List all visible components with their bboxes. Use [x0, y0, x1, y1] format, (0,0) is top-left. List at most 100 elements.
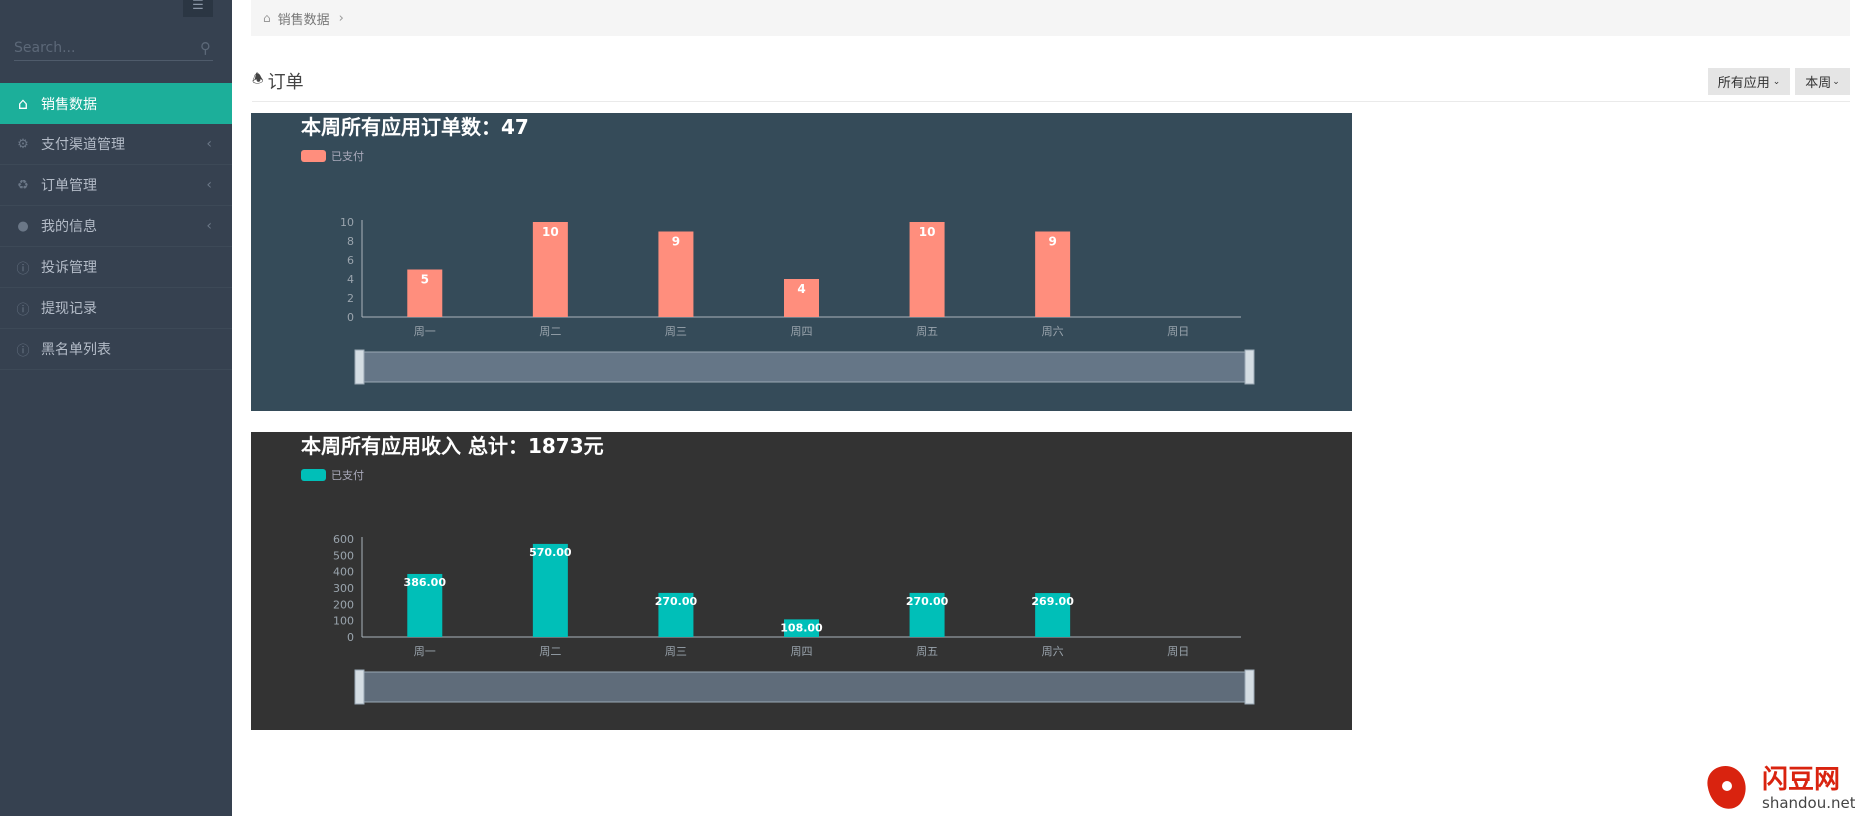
y-tick-label: 4	[347, 273, 354, 286]
breadcrumb: ⌂ 销售数据 ›	[251, 0, 1850, 36]
info-icon: ⓘ	[16, 302, 30, 318]
chevron-left-icon: ‹	[206, 136, 212, 152]
recycle-icon: ♻	[17, 177, 29, 193]
svg-text:闪豆网: 闪豆网	[1762, 765, 1840, 795]
sidebar-item-label: 我的信息	[41, 219, 97, 235]
data-label: 270.00	[906, 595, 949, 608]
x-tick-label: 周五	[916, 645, 938, 658]
bar[interactable]	[784, 279, 819, 317]
x-tick-label: 周四	[791, 325, 813, 338]
bar[interactable]	[532, 222, 568, 317]
sidebar-item-complaints[interactable]: ⓘ 投诉管理	[0, 247, 232, 288]
sidebar-item-orders[interactable]: ♻ 订单管理 ‹	[0, 165, 232, 206]
y-tick-label: 8	[347, 235, 354, 248]
y-tick-label: 500	[333, 549, 354, 562]
section-header: 🕭 订单	[252, 68, 304, 94]
x-tick-label: 周三	[665, 645, 687, 658]
x-tick-label: 周五	[916, 325, 938, 338]
bar[interactable]	[658, 592, 694, 637]
data-label: 9	[672, 235, 680, 249]
search-placeholder: Search...	[14, 40, 76, 56]
y-tick-label: 2	[347, 292, 354, 305]
info-icon: ⓘ	[16, 261, 30, 277]
sidebar-item-sales-data[interactable]: ⌂ 销售数据	[0, 83, 232, 124]
bar[interactable]	[658, 231, 694, 318]
info-icon: ⓘ	[16, 343, 30, 359]
bar[interactable]	[532, 543, 568, 637]
revenue-chart: 本周所有应用收入 总计：1873元 已支付 0 100 200 300 400 500 600 周…	[251, 432, 1352, 730]
bar[interactable]	[909, 222, 945, 317]
legend-swatch[interactable]	[301, 150, 326, 162]
data-label: 9	[1048, 235, 1056, 249]
sidebar-item-label: 订单管理	[41, 178, 97, 194]
sidebar-item-label: 黑名单列表	[41, 342, 111, 358]
home-icon: ⌂	[17, 94, 29, 113]
y-tick-label: 100	[333, 615, 354, 628]
bar[interactable]	[1035, 231, 1071, 318]
x-tick-label: 周二	[539, 645, 561, 658]
sidebar-item-withdrawals[interactable]: ⓘ 提现记录	[0, 288, 232, 329]
gears-icon: ⚙	[17, 136, 29, 152]
app-filter-label: 所有应用	[1717, 76, 1770, 91]
menu-toggle-button[interactable]: ☰	[183, 0, 213, 17]
divider	[252, 101, 1850, 102]
data-label: 269.00	[1031, 595, 1074, 608]
period-filter-dropdown[interactable]: 本周 ⌄	[1795, 68, 1850, 95]
bar[interactable]	[909, 592, 945, 637]
chart-svg: 本周所有应用订单数：47 已支付 0 2 4 6 8 10 周一 5 周二 10 周三 9 周四 4 周五 10 周…	[301, 115, 1255, 385]
chevron-left-icon: ‹	[206, 218, 212, 234]
data-label: 4	[797, 282, 805, 296]
chevron-down-icon: ⌄	[1832, 76, 1840, 87]
x-tick-label: 周一	[414, 645, 436, 658]
chevron-left-icon: ‹	[206, 177, 212, 193]
sidebar: ☰ Search... ⚲ ⌂ 销售数据 ⚙ 支付渠道管理 ‹ ♻ 订单管理 ‹ ● 我的信…	[0, 0, 232, 816]
legend-label[interactable]: 已支付	[331, 150, 364, 163]
legend-label[interactable]: 已支付	[331, 469, 364, 482]
data-label: 108.00	[780, 621, 823, 634]
bar[interactable]	[784, 619, 819, 637]
y-tick-label: 600	[333, 533, 354, 546]
x-tick-label: 周四	[791, 645, 813, 658]
datazoom-slider[interactable]	[358, 351, 1251, 383]
chart-title: 本周所有应用订单数：47	[301, 115, 529, 139]
section-title: 订单	[267, 72, 304, 93]
legend-swatch[interactable]	[301, 469, 326, 481]
y-tick-label: 200	[333, 598, 354, 611]
sidebar-item-label: 支付渠道管理	[41, 137, 125, 153]
search-icon[interactable]: ⚲	[200, 39, 211, 57]
sidebar-item-blacklist[interactable]: ⓘ 黑名单列表	[0, 329, 232, 370]
sidebar-item-payment-channels[interactable]: ⚙ 支付渠道管理 ‹	[0, 124, 232, 165]
y-tick-label: 0	[347, 311, 354, 324]
datazoom-handle-left[interactable]	[354, 669, 365, 705]
bell-icon: 🕭	[252, 72, 264, 87]
data-label: 10	[542, 225, 559, 239]
datazoom-handle-left[interactable]	[354, 349, 365, 385]
x-tick-label: 周六	[1042, 325, 1064, 338]
x-tick-label: 周日	[1167, 325, 1189, 338]
x-tick-label: 周三	[665, 325, 687, 338]
svg-text:shandou.net: shandou.net	[1762, 794, 1855, 812]
sidebar-item-label: 提现记录	[41, 301, 97, 317]
datazoom-handle-right[interactable]	[1244, 349, 1255, 385]
datazoom-slider[interactable]	[358, 671, 1251, 703]
data-label: 270.00	[655, 595, 698, 608]
sidebar-item-my-info[interactable]: ● 我的信息 ‹	[0, 206, 232, 247]
datazoom-handle-right[interactable]	[1244, 669, 1255, 705]
chevron-right-icon: ›	[338, 10, 344, 26]
search-input[interactable]: Search... ⚲	[14, 36, 213, 61]
chart-title: 本周所有应用收入 总计：1873元	[301, 434, 604, 458]
bar[interactable]	[407, 573, 443, 637]
watermark-logo: 闪豆网 shandou.net	[1700, 758, 1856, 814]
bar[interactable]	[1035, 593, 1071, 637]
x-tick-label: 周一	[414, 325, 436, 338]
chevron-down-icon: ⌄	[1772, 76, 1781, 87]
x-tick-label: 周二	[539, 325, 561, 338]
sidebar-item-label: 销售数据	[41, 96, 97, 113]
app-filter-dropdown[interactable]: 所有应用 ⌄	[1708, 68, 1790, 95]
x-tick-label: 周日	[1167, 645, 1189, 658]
orders-chart: 本周所有应用订单数：47 已支付 0 2 4 6 8 10 周一 5 周二 10 周三 9 周四 4 周五 10 周…	[251, 113, 1352, 411]
bar[interactable]	[407, 269, 443, 318]
breadcrumb-item[interactable]: 销售数据	[277, 12, 330, 28]
home-icon[interactable]: ⌂	[263, 11, 271, 25]
